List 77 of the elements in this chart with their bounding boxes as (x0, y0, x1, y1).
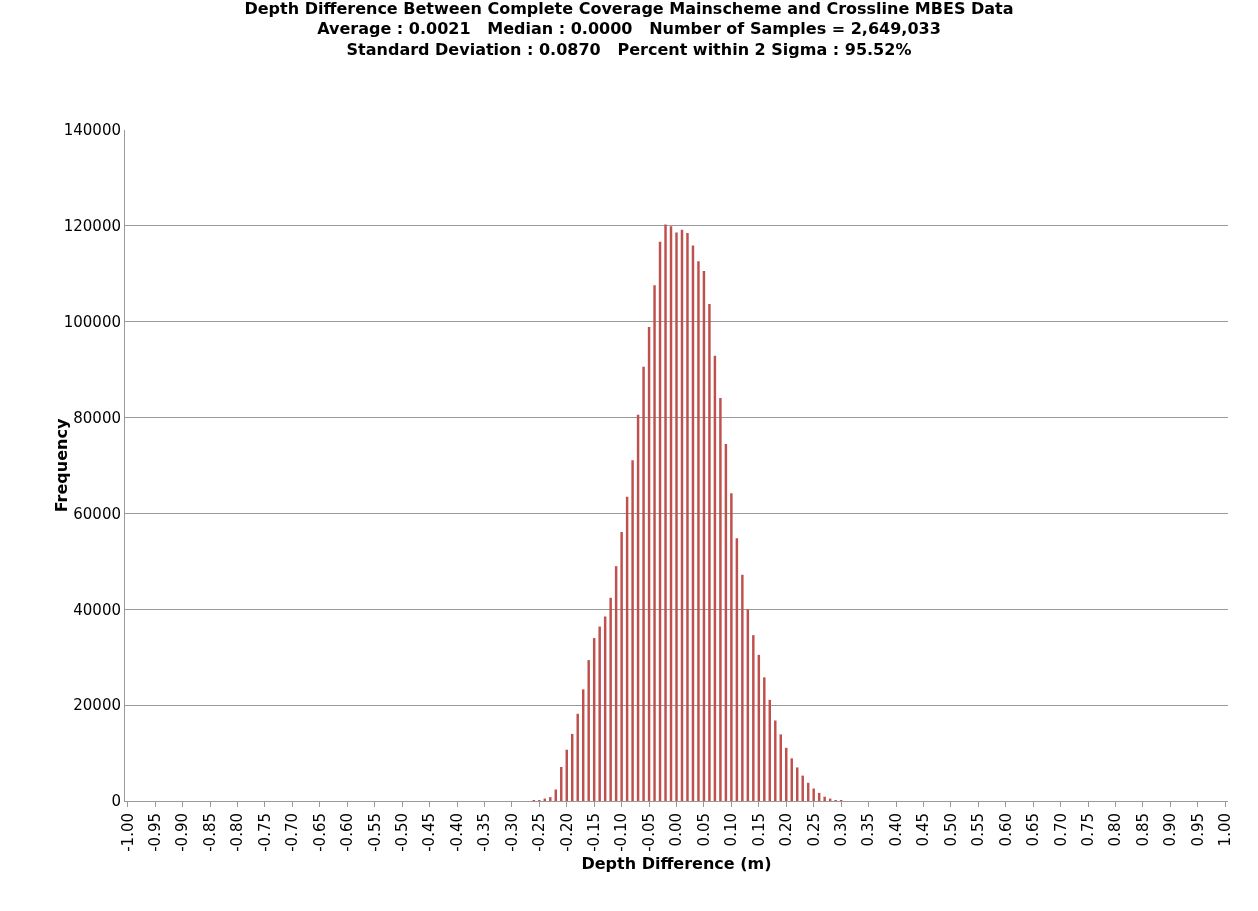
x-tick-label: 0.55 (969, 813, 988, 847)
bar (730, 493, 733, 801)
y-tick-label: 140000 (63, 121, 121, 140)
x-tick-label: 0.50 (941, 813, 960, 847)
x-tick-label: -0.55 (365, 813, 384, 852)
x-tick-label: -0.35 (475, 813, 494, 852)
x-tick-label: 0.15 (749, 813, 768, 847)
x-tick-label: 0.35 (859, 813, 878, 847)
x-tick-label: 0.10 (722, 813, 741, 847)
bar (675, 232, 678, 801)
x-tick-label: 1.00 (1216, 813, 1235, 847)
y-tick-label: 100000 (63, 312, 121, 331)
bar (763, 677, 766, 801)
x-tick-label: -0.10 (612, 813, 631, 852)
bar (620, 532, 623, 801)
bar (686, 233, 689, 801)
y-tick-label: 0 (111, 792, 121, 811)
x-tick-label: -0.20 (557, 813, 576, 852)
x-tick-label: 0.80 (1106, 813, 1125, 847)
x-tick-label: -0.50 (392, 813, 411, 852)
x-tick-label: -1.00 (118, 813, 137, 852)
y-tick-label: 60000 (73, 504, 121, 523)
x-tick-label: 0.30 (832, 813, 851, 847)
y-tick-label: 40000 (73, 600, 121, 619)
x-axis-title: Depth Difference (m) (581, 853, 772, 873)
x-tick-label: 0.20 (777, 813, 796, 847)
bar (576, 713, 579, 801)
x-tick-label: 0.00 (667, 813, 686, 847)
bar (642, 366, 645, 801)
bar (774, 720, 777, 801)
chart-title: Depth Difference Between Complete Coverage Mainscheme and Crossline MBES Data (244, 0, 1014, 18)
x-tick-label: 0.65 (1024, 813, 1043, 847)
y-tick-label: 120000 (63, 217, 121, 236)
bar (653, 285, 656, 801)
chart-subtitle: Average : 0.0021 Median : 0.0000 Number of Samples = 2,649,033 Standard Deviation : 0.0870 Percent within 2 Sigma : 95.52% (317, 19, 941, 60)
x-tick-label: -0.60 (338, 813, 357, 852)
x-tick-label: 0.85 (1133, 813, 1152, 847)
bar (812, 788, 815, 801)
bar (609, 597, 612, 801)
bar (823, 796, 826, 801)
x-tick-label: -0.90 (173, 813, 192, 852)
x-tick-label: -0.25 (530, 813, 549, 852)
x-tick-label: 0.75 (1078, 813, 1097, 847)
x-tick-label: 0.45 (914, 813, 933, 847)
bar (631, 460, 634, 801)
x-tick-label: -0.75 (255, 813, 274, 852)
bar (549, 797, 552, 801)
bar (801, 775, 804, 801)
x-tick-label: -0.80 (228, 813, 247, 852)
x-tick-label: -0.15 (585, 813, 604, 852)
x-tick-label: -0.05 (639, 813, 658, 852)
x-tick-label: 0.60 (996, 813, 1015, 847)
bar (598, 626, 601, 801)
x-tick-label: -0.85 (200, 813, 219, 852)
x-tick-label: -0.70 (283, 813, 302, 852)
x-tick-label: 0.05 (694, 813, 713, 847)
x-tick-label: -0.30 (502, 813, 521, 852)
x-tick-label: -0.65 (310, 813, 329, 852)
bar (664, 224, 667, 801)
y-tick-label: 80000 (73, 408, 121, 427)
x-tick-label: 0.40 (886, 813, 905, 847)
bar (719, 397, 722, 801)
y-axis-title: Frequency (52, 418, 72, 513)
bar (741, 574, 744, 801)
x-tick-label: 0.25 (804, 813, 823, 847)
x-tick-label: 0.95 (1188, 813, 1207, 847)
x-tick-label: -0.45 (420, 813, 439, 852)
bar (587, 660, 590, 801)
x-tick-label: -0.95 (146, 813, 165, 852)
bar (708, 303, 711, 801)
y-tick-label: 20000 (73, 696, 121, 715)
x-tick-label: -0.40 (447, 813, 466, 852)
bar (560, 766, 563, 801)
bar (697, 261, 700, 801)
x-tick-label: 0.70 (1051, 813, 1070, 847)
x-tick-label: 0.90 (1161, 813, 1180, 847)
bar (752, 635, 755, 801)
